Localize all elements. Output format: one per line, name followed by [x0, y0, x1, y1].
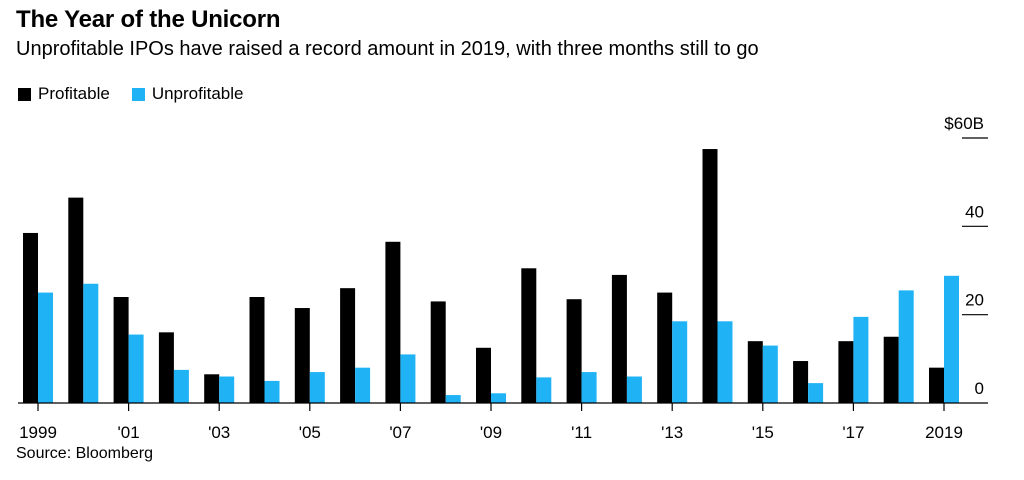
x-tick-label-1999: 1999 [19, 423, 57, 442]
y-tick-label-0: 0 [975, 379, 984, 398]
bar-unprofitable-2011 [581, 372, 597, 403]
legend-swatch-profitable [18, 87, 31, 101]
x-tick-label-2011: '11 [571, 423, 592, 442]
source-note: Source: Bloomberg [16, 445, 153, 462]
bar-profitable-2007 [385, 241, 401, 403]
bar-profitable-2019 [929, 367, 944, 403]
bar-unprofitable-1999 [38, 292, 53, 403]
x-tick-label-2019: 2019 [925, 423, 963, 442]
legend-swatch-unprofitable [131, 87, 145, 101]
bar-unprofitable-2013 [672, 321, 688, 403]
bar-unprofitable-2012 [626, 376, 642, 403]
bar-profitable-2004 [249, 297, 265, 403]
bar-profitable-2018 [883, 336, 899, 403]
x-tick-label-2013: '13 [661, 423, 683, 442]
legend-item-profitable: Profitable [18, 84, 110, 104]
bar-unprofitable-2015 [762, 345, 778, 403]
bar-profitable-2003 [204, 374, 220, 403]
legend: Profitable Unprofitable [18, 84, 266, 104]
bar-unprofitable-2003 [219, 376, 235, 403]
bar-unprofitable-2000 [83, 283, 99, 403]
bar-unprofitable-2014 [717, 321, 733, 403]
bar-unprofitable-2010 [536, 377, 552, 403]
bar-profitable-2015 [747, 341, 763, 403]
bar-unprofitable-2019 [944, 275, 959, 403]
bar-unprofitable-2007 [400, 354, 416, 403]
legend-item-unprofitable: Unprofitable [131, 84, 244, 104]
y-tick-label-60: $60B [944, 114, 984, 133]
bar-profitable-2011 [566, 299, 582, 403]
bar-unprofitable-2004 [264, 380, 280, 403]
bar-profitable-2017 [838, 341, 854, 403]
bar-unprofitable-2001 [128, 334, 144, 403]
bar-profitable-2008 [430, 301, 446, 403]
bar-profitable-2001 [113, 297, 129, 403]
bar-profitable-2005 [294, 308, 310, 403]
x-tick-label-2015: '15 [752, 423, 774, 442]
x-tick-label-2017: '17 [842, 423, 864, 442]
bar-profitable-2013 [657, 292, 673, 403]
x-axis: 1999 '01 '03 '05 '07 '09 '11 '13 '15 '17 2019 [19, 403, 963, 442]
bar-profitable-2002 [158, 332, 174, 403]
x-tick-label-2003: '03 [208, 423, 230, 442]
bar-profitable-2012 [611, 274, 627, 403]
chart-subtitle: Unprofitable IPOs have raised a record a… [16, 38, 759, 60]
bar-profitable-1999 [23, 232, 38, 403]
x-tick-label-2001: '01 [118, 423, 140, 442]
bar-profitable-2016 [793, 361, 809, 403]
bar-unprofitable-2008 [445, 395, 461, 403]
bar-unprofitable-2006 [355, 367, 371, 403]
bar-unprofitable-2009 [491, 393, 506, 403]
x-tick-label-2007: '07 [389, 423, 411, 442]
x-tick-label-2005: '05 [299, 423, 321, 442]
bar-profitable-2014 [702, 149, 718, 403]
bar-unprofitable-2018 [898, 290, 914, 403]
bar-profitable-2006 [340, 288, 356, 403]
bar-unprofitable-2016 [808, 383, 824, 403]
y-tick-label-40: 40 [965, 202, 984, 221]
x-tick-label-2009: '09 [480, 423, 502, 442]
chart-title: The Year of the Unicorn [16, 6, 281, 33]
bar-unprofitable-2017 [853, 316, 869, 403]
legend-label-unprofitable: Unprofitable [151, 84, 244, 103]
y-axis: $60B 40 20 0 [944, 114, 988, 398]
y-tick-label-20: 20 [965, 291, 984, 310]
bars-group [23, 149, 959, 403]
legend-label-profitable: Profitable [38, 84, 110, 103]
bar-profitable-2010 [521, 268, 537, 403]
bar-profitable-2000 [68, 197, 84, 403]
bar-unprofitable-2005 [309, 372, 325, 403]
bar-profitable-2009 [476, 347, 491, 403]
bar-unprofitable-2002 [173, 369, 189, 403]
